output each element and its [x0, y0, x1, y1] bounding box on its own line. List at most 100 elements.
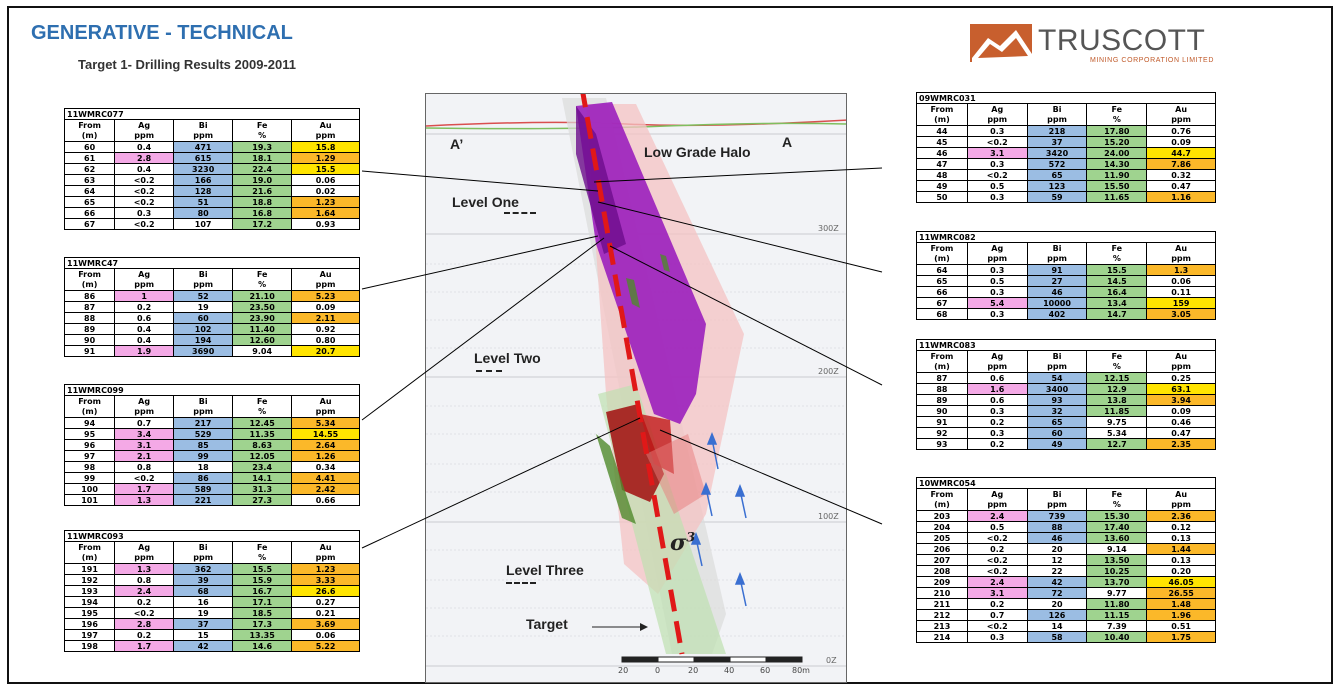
target-arrow-icon: [592, 623, 648, 631]
table-cell: 26.6: [291, 585, 360, 597]
table-row: 204 0.5 88 17.40 0.12: [916, 521, 1216, 533]
table-cell: 17.1: [232, 596, 293, 608]
table-cell: 0.4: [114, 334, 175, 346]
table-cell: 44: [916, 125, 968, 137]
table-row: 65 <0.2 51 18.8 1.23: [63, 196, 360, 208]
table-cell: 3.4: [114, 428, 175, 440]
table-cell: 0.5: [966, 275, 1028, 287]
table-cell: 18.8: [232, 196, 293, 208]
column-header: ppm: [114, 130, 175, 142]
table-row: 209 2.4 42 13.70 46.05: [916, 576, 1216, 588]
table-cell: 42: [1026, 576, 1088, 588]
table-cell: 50: [916, 191, 968, 203]
table-cell: 0.2: [114, 596, 175, 608]
table-cell: 102: [173, 323, 234, 335]
table-cell: 218: [1026, 125, 1088, 137]
table-cell: 88: [916, 383, 968, 395]
table-cell: 13.8: [1086, 394, 1148, 406]
table-cell: 18: [173, 461, 234, 473]
table-cell: 0.20: [1146, 565, 1216, 577]
table-cell: 0.51: [1146, 620, 1216, 632]
table-cell: 5.34: [1086, 427, 1148, 439]
table-row: 88 1.6 3400 12.9 63.1: [916, 383, 1216, 395]
table-cell: 11.35: [232, 428, 293, 440]
table-cell: 0.3: [966, 308, 1028, 320]
column-header: ppm: [966, 114, 1028, 126]
table-row: 87 0.6 54 12.15 0.25: [916, 372, 1216, 384]
table-row: 65 0.5 27 14.5 0.06: [916, 275, 1216, 287]
table-cell: 100: [63, 483, 116, 495]
table-cell: 166: [173, 174, 234, 186]
table-cell: 17.3: [232, 618, 293, 630]
table-row: 66 0.3 80 16.8 1.64: [63, 207, 360, 219]
table-cell: <0.2: [114, 185, 175, 197]
drill-table-10wmrc054: 10WMRC054 From Ag Bi Fe Au (m) ppm ppm% ppm 203 2.4…: [916, 477, 1216, 643]
column-header: From: [63, 119, 116, 131]
column-header: %: [1086, 499, 1148, 511]
table-cell: 88: [1026, 521, 1088, 533]
table-cell: 194: [63, 596, 116, 608]
table-cell: 12.7: [1086, 438, 1148, 450]
table-cell: 65: [916, 275, 968, 287]
table-row: 214 0.3 58 10.40 1.75: [916, 631, 1216, 643]
table-cell: 128: [173, 185, 234, 197]
column-header: ppm: [1146, 114, 1216, 126]
table-cell: 196: [63, 618, 116, 630]
table-cell: 60: [63, 141, 116, 153]
table-cell: 615: [173, 152, 234, 164]
table-cell: 2.11: [291, 312, 360, 324]
table-cell: 12.60: [232, 334, 293, 346]
table-cell: 2.4: [966, 576, 1028, 588]
table-cell: 1.29: [291, 152, 360, 164]
table-cell: 195: [63, 607, 116, 619]
table-cell: 194: [173, 334, 234, 346]
table-row: 206 0.2 20 9.14 1.44: [916, 543, 1216, 555]
table-cell: 0.7: [966, 609, 1028, 621]
table-row: 46 3.1 3420 24.00 44.7: [916, 147, 1216, 159]
table-cell: 0.34: [291, 461, 360, 473]
table-cell: 3400: [1026, 383, 1088, 395]
truscott-logo: TRUSCOTT MINING CORPORATION LIMITED: [966, 22, 1226, 70]
table-cell: 45: [916, 136, 968, 148]
table-cell: 207: [916, 554, 968, 566]
table-cell: 46.05: [1146, 576, 1216, 588]
table-cell: 99: [63, 472, 116, 484]
table-cell: 0.32: [1146, 169, 1216, 181]
drill-table-11wmrc082: 11WMRC082 From Ag Bi Fe Au (m) ppm ppm% ppm 64 0.3 9…: [916, 231, 1216, 320]
column-header: Bi: [173, 119, 234, 131]
column-header: ppm: [114, 552, 175, 564]
column-header: ppm: [1146, 361, 1216, 373]
scale-label: 20: [688, 666, 699, 675]
table-cell: 67: [63, 218, 116, 230]
table-cell: 1: [114, 290, 175, 302]
table-cell: 0.6: [966, 372, 1028, 384]
table-cell: 23.4: [232, 461, 293, 473]
column-header: From: [916, 488, 968, 500]
table-cell: 5.34: [291, 417, 360, 429]
table-cell: 16.7: [232, 585, 293, 597]
table-row: 88 0.6 60 23.90 2.11: [63, 312, 360, 324]
column-header: Fe: [232, 395, 293, 407]
table-cell: 19: [173, 607, 234, 619]
table-cell: 1.16: [1146, 191, 1216, 203]
column-header: From: [916, 242, 968, 254]
table-cell: 3.05: [1146, 308, 1216, 320]
table-cell: 1.64: [291, 207, 360, 219]
table-cell: 159: [1146, 297, 1216, 309]
table-cell: 0.2: [966, 416, 1028, 428]
table-cell: 205: [916, 532, 968, 544]
drill-hole-id: 11WMRC077: [64, 108, 360, 120]
table-cell: 16.8: [232, 207, 293, 219]
column-header: Au: [291, 119, 360, 131]
table-cell: 2.8: [114, 152, 175, 164]
table-cell: 3690: [173, 345, 234, 357]
table-cell: 26.55: [1146, 587, 1216, 599]
table-row: 191 1.3 362 15.5 1.23: [63, 563, 360, 575]
table-row: 193 2.4 68 16.7 26.6: [63, 585, 360, 597]
table-cell: 92: [916, 427, 968, 439]
table-cell: 2.35: [1146, 438, 1216, 450]
table-cell: 22: [1026, 565, 1088, 577]
column-header: Fe: [1086, 242, 1148, 254]
column-header: ppm: [966, 361, 1028, 373]
column-header: ppm: [1026, 361, 1088, 373]
